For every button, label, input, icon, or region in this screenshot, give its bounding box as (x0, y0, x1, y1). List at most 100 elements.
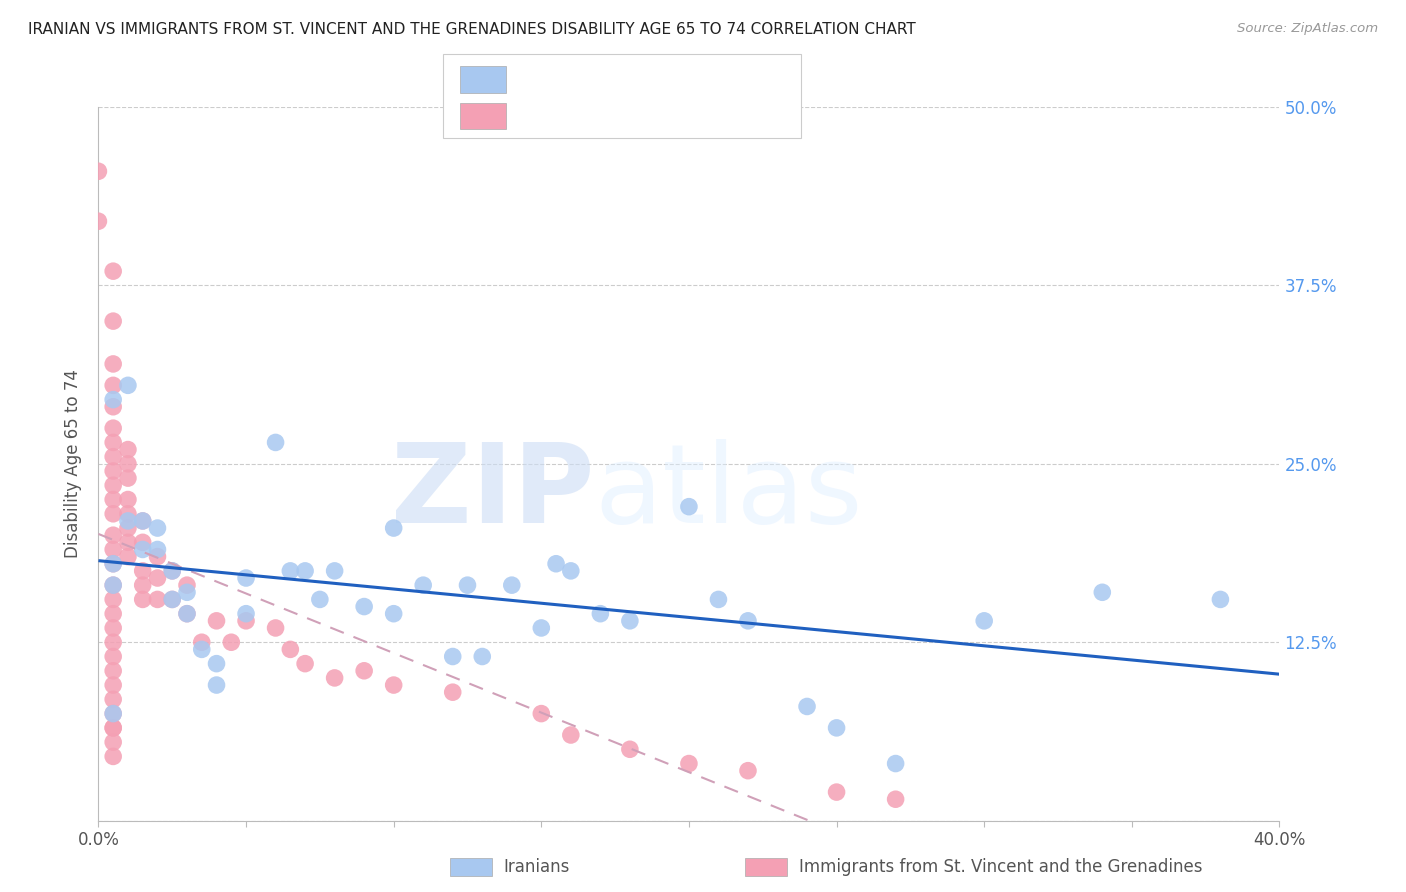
Point (103, 400, 125, 414)
Text: 46: 46 (669, 70, 692, 88)
Point (162, 564, 183, 578)
Point (103, 392, 125, 407)
Point (103, 706, 125, 721)
Point (176, 607, 198, 621)
Point (103, 607, 125, 621)
Point (1091, 585, 1114, 599)
Point (176, 578, 198, 592)
Point (103, 378, 125, 392)
Point (117, 471, 139, 485)
Point (103, 721, 125, 735)
Point (530, 706, 553, 721)
Point (560, 728, 582, 742)
Point (117, 457, 139, 471)
Point (103, 692, 125, 706)
Point (103, 664, 125, 678)
Text: Immigrants from St. Vincent and the Grenadines: Immigrants from St. Vincent and the Gren… (799, 858, 1202, 876)
Point (103, 635, 125, 649)
Point (117, 535, 139, 549)
Y-axis label: Disability Age 65 to 74: Disability Age 65 to 74 (65, 369, 83, 558)
Point (441, 685, 464, 699)
Point (103, 357, 125, 371)
Point (825, 785, 848, 799)
Point (441, 649, 464, 664)
Point (146, 549, 169, 564)
Point (796, 699, 818, 714)
Point (412, 578, 434, 592)
Point (117, 549, 139, 564)
Point (132, 535, 155, 549)
Point (546, 557, 568, 571)
Point (87, 214, 110, 228)
Point (678, 500, 700, 514)
Point (619, 742, 641, 756)
Point (176, 607, 198, 621)
Point (103, 464, 125, 478)
Point (884, 792, 907, 806)
Point (146, 542, 169, 557)
Point (103, 621, 125, 635)
Point (103, 421, 125, 435)
Point (707, 592, 730, 607)
Point (146, 571, 169, 585)
Point (264, 621, 287, 635)
Point (162, 592, 183, 607)
Point (825, 721, 848, 735)
Point (737, 764, 759, 778)
Point (530, 621, 553, 635)
Text: -0.443: -0.443 (560, 70, 619, 88)
Point (146, 521, 169, 535)
Point (103, 528, 125, 542)
Point (278, 564, 302, 578)
Point (382, 521, 405, 535)
Point (382, 678, 405, 692)
Point (103, 678, 125, 692)
Point (103, 264, 125, 278)
Point (162, 564, 183, 578)
Point (87, 164, 110, 178)
Point (117, 514, 139, 528)
Point (117, 521, 139, 535)
Point (294, 564, 316, 578)
Point (103, 578, 125, 592)
Point (103, 721, 125, 735)
Point (103, 478, 125, 492)
Point (132, 514, 155, 528)
Point (103, 592, 125, 607)
Point (471, 649, 494, 664)
Point (103, 542, 125, 557)
Point (205, 678, 228, 692)
Point (103, 507, 125, 521)
Text: 69: 69 (669, 107, 692, 125)
Point (176, 585, 198, 599)
Point (103, 314, 125, 328)
Point (117, 442, 139, 457)
Point (103, 735, 125, 749)
Point (884, 756, 907, 771)
Point (501, 578, 523, 592)
Point (323, 671, 346, 685)
Point (132, 564, 155, 578)
Point (191, 642, 214, 657)
Point (353, 664, 375, 678)
Point (294, 657, 316, 671)
Text: R =: R = (520, 107, 557, 125)
Point (619, 614, 641, 628)
Point (382, 607, 405, 621)
Text: N =: N = (626, 107, 673, 125)
Point (132, 514, 155, 528)
Text: ZIP: ZIP (391, 439, 595, 546)
Point (235, 607, 257, 621)
Point (589, 607, 612, 621)
Point (117, 378, 139, 392)
Point (235, 571, 257, 585)
Text: R =: R = (520, 70, 557, 88)
Point (737, 614, 759, 628)
Point (205, 614, 228, 628)
Point (146, 592, 169, 607)
Point (323, 564, 346, 578)
Point (103, 557, 125, 571)
Point (560, 564, 582, 578)
Point (235, 614, 257, 628)
Point (117, 492, 139, 507)
